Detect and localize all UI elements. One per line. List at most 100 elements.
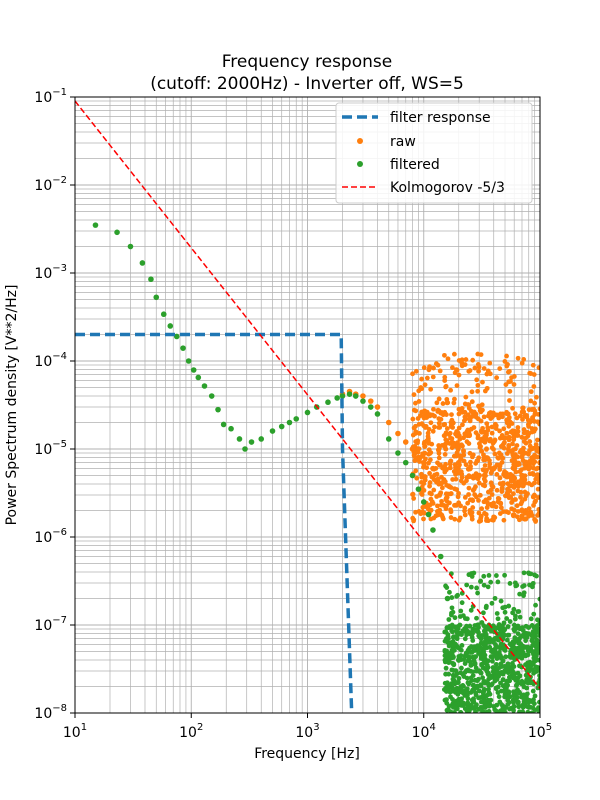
raw-band-point [524,414,530,420]
filtered-band-point [502,627,507,633]
filtered-band-point [500,623,505,629]
raw-band-point [435,362,441,368]
raw-band-point [450,365,455,371]
raw-band-point [520,416,525,422]
filtered-band-point [533,626,539,632]
raw-band-point [431,406,436,412]
raw-point [402,439,409,445]
filtered-band-point [462,669,468,675]
raw-band-point [456,517,462,523]
raw-band-point [462,505,468,511]
raw-band-point [492,451,498,457]
filtered-band-point [517,690,523,696]
raw-band-point [484,421,490,427]
filtered-band-point [488,579,494,585]
filtered-band-point [481,689,486,695]
raw-band-point [459,409,465,415]
raw-band-point [476,403,481,409]
filtered-band-point [534,665,540,670]
filtered-band-point [465,700,471,706]
filtered-band-point [507,619,513,624]
raw-band-point [511,491,516,497]
raw-band-point [523,440,529,446]
filtered-band-point [458,608,464,614]
filtered-band-point [449,595,455,600]
raw-band-point [456,445,461,451]
raw-band-point [483,473,488,479]
filtered-band-point [530,688,536,694]
raw-point [525,465,532,472]
filtered-band-point [507,581,513,586]
filtered-band-point [480,675,486,681]
filtered-band-point [472,661,478,667]
filtered-band-point [472,623,478,628]
raw-band-point [530,362,536,368]
raw-band-point [437,368,443,374]
raw-band-point [438,416,444,422]
filtered-band-point [484,666,490,672]
raw-band-point [507,388,513,394]
filtered-point [409,472,416,479]
filtered-band-point [481,573,487,579]
raw-band-point [475,382,481,388]
raw-band-point [522,496,528,502]
filtered-band-point [484,703,490,709]
filtered-band-point [534,573,539,579]
raw-band-point [477,492,483,498]
raw-band-point [463,357,469,362]
raw-band-point [495,499,501,505]
raw-band-point [476,519,482,524]
filtered-band-point [524,691,530,697]
raw-band-point [413,368,419,374]
filtered-band-point [458,710,464,713]
filtered-band-point [454,671,460,677]
raw-band-point [523,435,529,441]
raw-band-point [448,491,454,497]
filtered-band-point [489,637,495,643]
raw-band-point [439,498,444,504]
raw-band-point [425,434,431,439]
filtered-band-point [502,609,508,615]
raw-band-point [535,472,540,478]
filtered-band-point [475,683,480,689]
raw-band-point [480,482,486,488]
raw-band-point [427,502,433,508]
filtered-band-point [525,652,531,658]
raw-band-point [484,431,489,436]
raw-band-point [462,431,468,437]
raw-band-point [475,435,481,441]
filtered-band-point [494,651,500,657]
filtered-band-point [496,694,502,700]
raw-band-point [426,460,431,466]
raw-band-point [470,452,476,458]
filtered-band-point [474,678,480,684]
raw-band-point [525,491,530,497]
raw-band-point [442,352,447,358]
raw-band-point [428,496,434,502]
filtered-band-point [478,683,484,689]
filtered-band-point [526,697,532,703]
raw-band-point [526,407,532,413]
raw-band-point [494,375,500,381]
filtered-point [167,323,174,329]
raw-band-point [496,414,502,420]
filtered-band-point [525,644,531,650]
raw-band-point [454,433,460,439]
filtered-band-point [537,596,540,602]
raw-band-point [479,506,485,512]
filtered-band-point [468,663,474,668]
raw-band-point [476,510,482,516]
filtered-point [185,358,192,364]
filtered-band-point [468,649,474,655]
filtered-band-point [447,589,452,595]
raw-band-point [448,387,454,393]
raw-band-point [436,420,442,426]
filtered-band-point [528,616,534,622]
filtered-band-point [514,625,519,631]
filtered-band-point [473,704,479,710]
filtered-point [92,222,99,228]
raw-band-point [500,435,506,441]
raw-band-point [411,518,416,524]
filtered-point [173,333,180,340]
